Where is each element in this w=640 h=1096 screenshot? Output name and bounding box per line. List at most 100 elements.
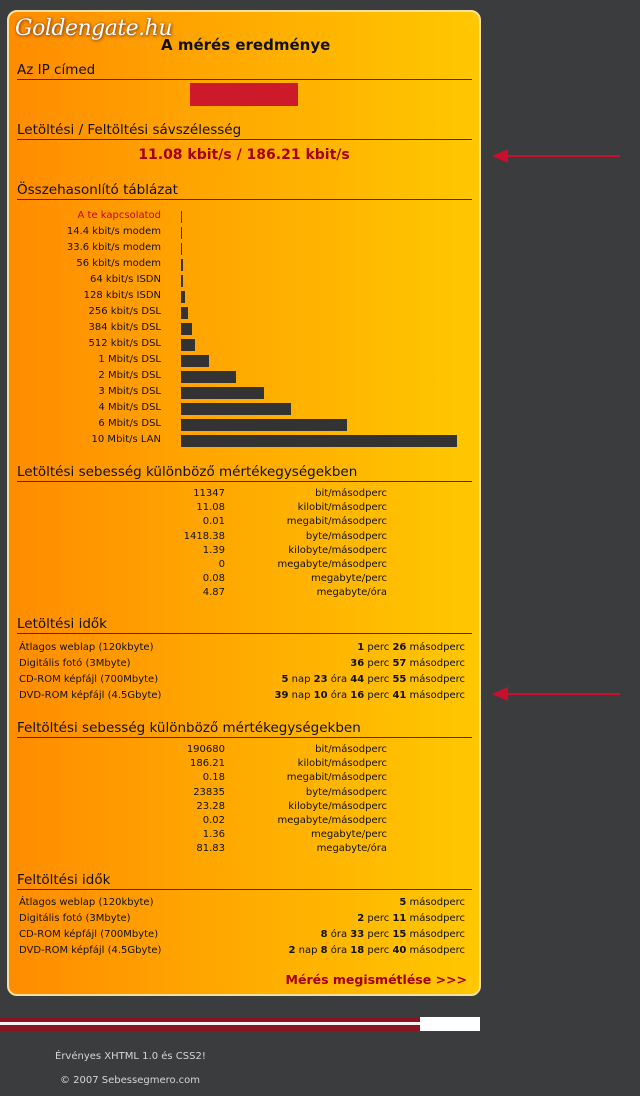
time-number: 5 xyxy=(281,674,289,685)
time-value: 36 perc 57 másodperc xyxy=(350,658,465,669)
time-number: 15 xyxy=(392,929,407,940)
time-number: 10 xyxy=(313,690,328,701)
download-times-heading: Letöltési idők xyxy=(17,616,472,634)
time-number: 26 xyxy=(392,642,407,653)
comparison-label: 2 Mbit/s DSL xyxy=(98,370,161,381)
time-number: 55 xyxy=(392,674,407,685)
time-number: 2 xyxy=(357,913,365,924)
comparison-bar xyxy=(181,403,292,415)
time-number: 33 xyxy=(350,929,365,940)
unit-value: 23835 xyxy=(193,786,225,798)
repeat-measurement-link[interactable]: Mérés megismétlése >>> xyxy=(285,972,467,987)
comparison-bar xyxy=(181,339,196,351)
unit-value: 0.01 xyxy=(202,516,225,528)
time-number: 16 xyxy=(350,690,365,701)
unit-name: megabyte/másodperc xyxy=(277,559,387,570)
comparison-bar xyxy=(181,371,237,383)
comparison-label: 4 Mbit/s DSL xyxy=(98,402,161,413)
unit-value: 0.08 xyxy=(202,573,225,585)
upload-units-heading: Feltöltési sebesség különböző mértékegys… xyxy=(17,720,472,738)
unit-value: 186.21 xyxy=(190,758,225,770)
comparison-label: 384 kbit/s DSL xyxy=(88,322,161,333)
unit-value: 0 xyxy=(218,559,225,570)
bandwidth-value: 11.08 kbit/s / 186.21 kbit/s xyxy=(138,147,350,163)
comparison-label: 64 kbit/s ISDN xyxy=(90,274,161,285)
annotation-arrow-bandwidth xyxy=(492,149,620,163)
comparison-bar xyxy=(181,291,185,303)
comparison-label: 128 kbit/s ISDN xyxy=(83,290,161,301)
unit-name: bit/másodperc xyxy=(315,488,387,499)
site-logo[interactable]: Goldengate.hu xyxy=(15,16,173,41)
unit-name: megabyte/óra xyxy=(316,843,387,855)
ip-heading: Az IP címed xyxy=(17,62,472,80)
time-number: 44 xyxy=(350,674,365,685)
unit-name: megabyte/perc xyxy=(311,573,387,585)
time-label: Digitális fotó (3Mbyte) xyxy=(19,913,131,924)
unit-name: megabyte/perc xyxy=(311,829,387,841)
comparison-bar xyxy=(181,307,189,319)
comparison-bar xyxy=(181,419,347,431)
time-number: 23 xyxy=(313,674,328,685)
unit-value: 1418.38 xyxy=(183,530,225,542)
comparison-label: 3 Mbit/s DSL xyxy=(98,386,161,397)
time-number: 1 xyxy=(357,642,365,653)
unit-value: 11347 xyxy=(193,488,225,499)
comparison-bar xyxy=(181,275,183,287)
unit-name: megabyte/óra xyxy=(316,587,387,599)
comparison-label: 10 Mbit/s LAN xyxy=(91,434,161,445)
unit-value: 23.28 xyxy=(196,800,225,812)
unit-value: 190680 xyxy=(186,744,225,755)
comparison-label: 56 kbit/s modem xyxy=(76,258,161,269)
unit-name: kilobyte/másodperc xyxy=(288,800,387,812)
unit-name: bit/másodperc xyxy=(315,744,387,755)
time-label: CD-ROM képfájl (700Mbyte) xyxy=(19,674,159,685)
comparison-bar xyxy=(181,259,183,271)
unit-value: 0.02 xyxy=(202,815,225,826)
time-number: 36 xyxy=(350,658,365,669)
time-label: DVD-ROM képfájl (4.5Gbyte) xyxy=(19,690,162,701)
time-number: 41 xyxy=(392,690,407,701)
footer-valid-text[interactable]: Érvényes XHTML 1.0 és CSS2! xyxy=(55,1051,206,1062)
comparison-bar xyxy=(181,227,182,239)
comparison-label: 1 Mbit/s DSL xyxy=(98,354,161,365)
comparison-label: 256 kbit/s DSL xyxy=(88,306,161,317)
footer-bar-strip xyxy=(0,1022,420,1025)
footer-bar xyxy=(0,1017,480,1031)
time-label: DVD-ROM képfájl (4.5Gbyte) xyxy=(19,945,162,956)
time-number: 40 xyxy=(392,945,407,956)
unit-value: 0.18 xyxy=(202,772,225,784)
comparison-label: 14.4 kbit/s modem xyxy=(66,226,161,237)
unit-name: megabit/másodperc xyxy=(286,772,387,784)
comparison-bar xyxy=(181,211,182,223)
time-value: 2 perc 11 másodperc xyxy=(357,913,465,924)
time-number: 39 xyxy=(274,690,289,701)
page-title: A mérés eredménye xyxy=(161,36,331,54)
comparison-bar xyxy=(181,243,182,255)
time-number: 8 xyxy=(320,945,328,956)
unit-name: byte/másodperc xyxy=(305,786,387,798)
comparison-label: 6 Mbit/s DSL xyxy=(98,418,161,429)
unit-value: 1.36 xyxy=(202,829,225,841)
upload-times-heading: Feltöltési idők xyxy=(17,872,472,890)
comparison-label: A te kapcsolatod xyxy=(77,210,161,221)
unit-value: 11.08 xyxy=(196,502,225,514)
time-number: 5 xyxy=(399,897,407,908)
time-label: CD-ROM képfájl (700Mbyte) xyxy=(19,929,159,940)
time-number: 57 xyxy=(392,658,407,669)
time-label: Digitális fotó (3Mbyte) xyxy=(19,658,131,669)
time-value: 5 másodperc xyxy=(399,897,465,908)
time-value: 1 perc 26 másodperc xyxy=(357,642,465,653)
download-units-heading: Letöltési sebesség különböző mértékegysé… xyxy=(17,464,472,482)
comparison-label: 512 kbit/s DSL xyxy=(88,338,161,349)
unit-name: kilobyte/másodperc xyxy=(288,544,387,556)
unit-name: megabyte/másodperc xyxy=(277,815,387,826)
comparison-heading: Összehasonlító táblázat xyxy=(17,182,472,200)
time-value: 8 óra 33 perc 15 másodperc xyxy=(320,929,465,940)
time-label: Átlagos weblap (120kbyte) xyxy=(19,897,154,908)
time-label: Átlagos weblap (120kbyte) xyxy=(19,642,154,653)
unit-name: megabit/másodperc xyxy=(286,516,387,528)
comparison-bar xyxy=(181,323,192,335)
footer-copyright: © 2007 Sebessegmero.com xyxy=(60,1075,200,1086)
comparison-bar xyxy=(181,355,209,367)
unit-name: kilobit/másodperc xyxy=(297,502,387,514)
